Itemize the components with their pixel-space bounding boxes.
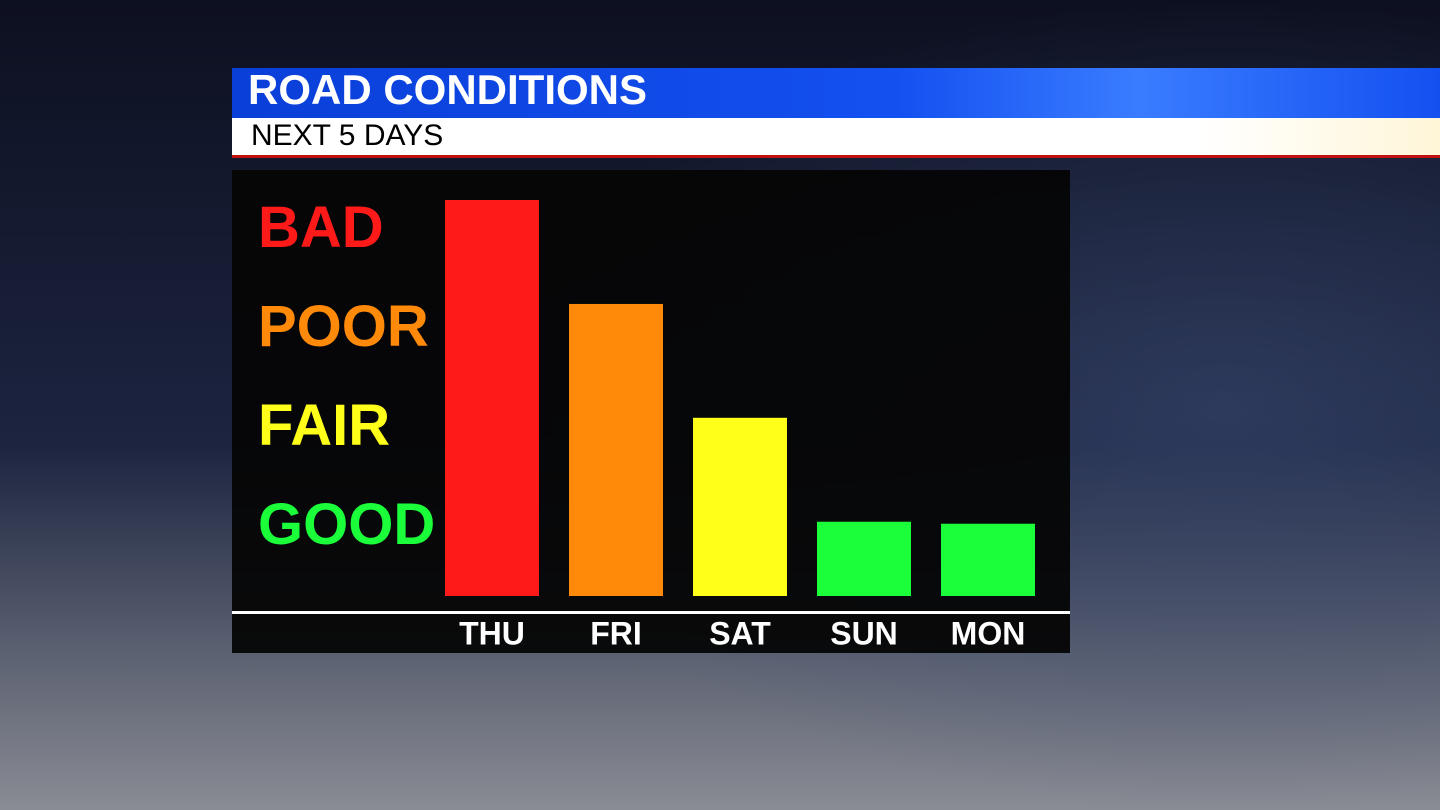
x-tick-label: FRI	[590, 615, 642, 651]
subtitle-underline	[232, 155, 1440, 158]
chart-subtitle: NEXT 5 DAYS	[251, 119, 443, 152]
y-tick-label: POOR	[258, 294, 429, 359]
y-tick-label: GOOD	[258, 492, 435, 557]
y-tick-label: FAIR	[258, 393, 390, 458]
bar	[445, 200, 539, 596]
bar	[693, 417, 787, 596]
bar	[817, 521, 911, 596]
bar	[941, 523, 1035, 596]
x-tick-label: SAT	[709, 615, 771, 651]
bar	[569, 303, 663, 596]
title-bar	[232, 68, 1440, 118]
baseline	[232, 611, 1070, 614]
y-tick-label: BAD	[258, 195, 384, 260]
chart-title: ROAD CONDITIONS	[248, 66, 647, 113]
x-tick-label: MON	[951, 615, 1026, 651]
x-tick-label: THU	[459, 615, 525, 651]
x-tick-label: SUN	[830, 615, 898, 651]
subtitle-bar	[232, 118, 1440, 157]
